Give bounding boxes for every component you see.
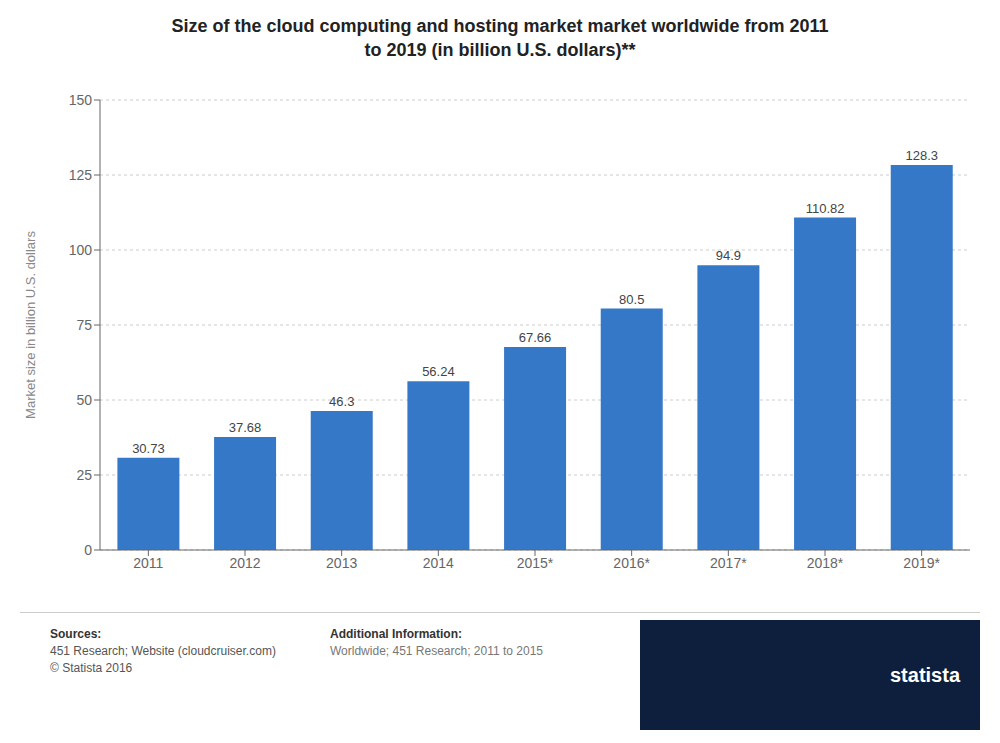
svg-text:75: 75 — [76, 317, 92, 333]
html-text:451 Research; Website (cloudcr: 451 Research; Website (cloudcruiser.com) — [50, 644, 276, 658]
svg-text:2012: 2012 — [229, 555, 260, 571]
svg-text:80.5: 80.5 — [619, 292, 644, 307]
html-text:© Statista 2016: © Statista 2016 — [50, 661, 133, 675]
svg-text:46.3: 46.3 — [329, 394, 354, 409]
html-text:Sources:: Sources: — [50, 627, 102, 641]
svg-text:150: 150 — [69, 92, 93, 108]
svg-text:2014: 2014 — [423, 555, 454, 571]
svg-text:50: 50 — [76, 392, 92, 408]
svg-text:Market size in billion U.S. do: Market size in billion U.S. dollars — [23, 231, 38, 419]
svg-text:100: 100 — [69, 242, 93, 258]
html-text:Worldwide; 451 Research; 2011: Worldwide; 451 Research; 2011 to 2015 — [330, 644, 543, 658]
svg-text:128.3: 128.3 — [905, 148, 938, 163]
svg-text:56.24: 56.24 — [422, 364, 455, 379]
html-text:to 2019 (in billion U.S. dolla: to 2019 (in billion U.S. dollars)** — [364, 40, 636, 60]
svg-text:125: 125 — [69, 167, 93, 183]
svg-text:2017*: 2017* — [710, 555, 747, 571]
svg-text:2016*: 2016* — [613, 555, 650, 571]
svg-text:25: 25 — [76, 467, 92, 483]
html-text:statista: statista — [890, 663, 960, 686]
svg-text:2015*: 2015* — [517, 555, 554, 571]
html-text:Size of the cloud computing an: Size of the cloud computing and hosting … — [171, 16, 829, 36]
svg-text:37.68: 37.68 — [229, 420, 262, 435]
svg-text:2019*: 2019* — [903, 555, 940, 571]
svg-text:2013: 2013 — [326, 555, 357, 571]
svg-text:67.66: 67.66 — [519, 330, 552, 345]
svg-text:0: 0 — [84, 542, 92, 558]
svg-text:94.9: 94.9 — [716, 248, 741, 263]
svg-text:30.73: 30.73 — [132, 441, 165, 456]
svg-text:2011: 2011 — [133, 555, 163, 571]
svg-text:2018*: 2018* — [807, 555, 844, 571]
html-text:Additional Information:: Additional Information: — [330, 627, 462, 641]
svg-text:110.82: 110.82 — [806, 201, 845, 216]
